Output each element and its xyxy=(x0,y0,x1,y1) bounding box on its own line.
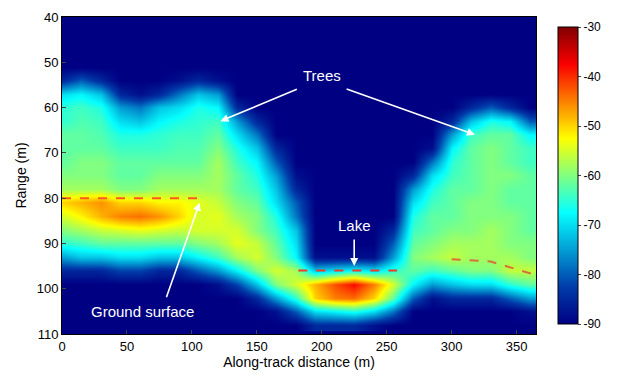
svg-text:-30: -30 xyxy=(583,20,601,34)
svg-text:350: 350 xyxy=(506,339,528,354)
svg-text:60: 60 xyxy=(44,100,58,115)
svg-text:80: 80 xyxy=(44,191,58,206)
svg-text:300: 300 xyxy=(441,339,463,354)
svg-text:-50: -50 xyxy=(583,119,601,133)
svg-text:0: 0 xyxy=(58,339,65,354)
svg-text:Range (m): Range (m) xyxy=(13,142,29,208)
svg-text:250: 250 xyxy=(376,339,398,354)
svg-text:90: 90 xyxy=(44,236,58,251)
svg-text:-60: -60 xyxy=(583,169,601,183)
svg-text:-80: -80 xyxy=(583,268,601,282)
svg-text:50: 50 xyxy=(120,339,134,354)
svg-text:150: 150 xyxy=(246,339,268,354)
svg-text:40: 40 xyxy=(44,10,58,25)
svg-text:Ground surface: Ground surface xyxy=(91,303,194,320)
svg-text:Along-track distance (m): Along-track distance (m) xyxy=(223,354,375,370)
svg-text:100: 100 xyxy=(37,281,59,296)
svg-text:Trees: Trees xyxy=(303,67,341,84)
svg-text:-40: -40 xyxy=(583,70,601,84)
svg-text:-70: -70 xyxy=(583,218,601,232)
svg-text:Lake: Lake xyxy=(338,217,371,234)
svg-text:70: 70 xyxy=(44,145,58,160)
svg-text:100: 100 xyxy=(181,339,203,354)
svg-text:50: 50 xyxy=(44,55,58,70)
svg-text:200: 200 xyxy=(311,339,333,354)
svg-text:110: 110 xyxy=(38,327,59,342)
svg-text:-90: -90 xyxy=(583,317,601,331)
